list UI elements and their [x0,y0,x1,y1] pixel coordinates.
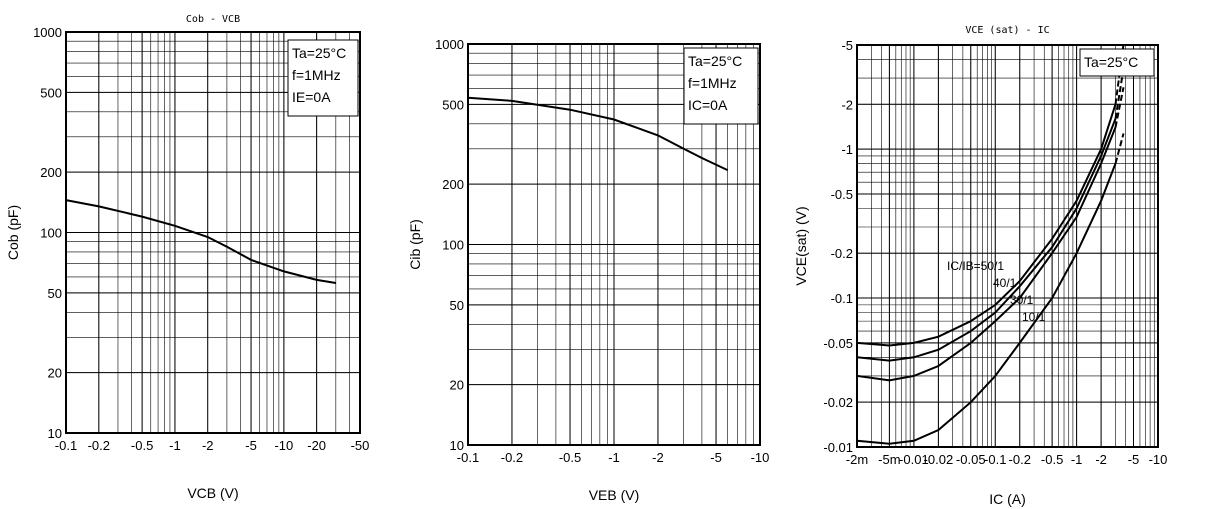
y-tick-label: 200 [40,165,62,180]
y-tick-label: 50 [450,298,464,313]
y-tick-label: 200 [442,177,464,192]
y-axis-label: Cib (pF) [407,219,423,270]
x-tick-label: -5 [710,450,722,465]
x-tick-label: -5 [1128,452,1140,467]
x-axis-label: IC (A) [989,491,1026,507]
x-tick-label: -1 [608,450,620,465]
x-tick-label: -10 [274,438,293,453]
series-annotation: 30/1 [1010,293,1034,307]
series-annotation: 40/1 [993,276,1017,290]
chart-2: -0.1 -0.2 -0.5 -1 -2 -5 -10 10 20 50 100 200 500 1000… [407,37,769,503]
x-tick-label: -0.5 [1041,452,1063,467]
y-tick-label: 500 [442,97,464,112]
x-tick-label: -2 [202,438,214,453]
x-tick-label: -0.1 [55,438,77,453]
x-tick-label: -5m [878,452,900,467]
y-tick-label: 10 [48,426,62,441]
conditions-box [683,47,759,125]
series-line [65,199,336,284]
x-tick-label: -0.1 [984,452,1006,467]
conditions-box [287,39,359,117]
x-tick-label: -50 [351,438,370,453]
y-tick-label: 20 [48,366,62,381]
y-tick-label: -0.5 [831,187,853,202]
x-tick-label: -0.1 [457,450,479,465]
y-tick-label: -0.2 [831,246,853,261]
series-annotation: 10/1 [1022,310,1046,324]
x-tick-label: -10 [1149,452,1168,467]
series-line [467,96,729,172]
y-tick-label: 20 [450,378,464,393]
y-tick-label: -2 [841,97,853,112]
series-line [856,103,1117,347]
y-tick-label: -5 [841,38,853,53]
x-tick-label: -0.2 [88,438,110,453]
conditions-box [1079,48,1155,77]
x-tick-label: -0.5 [559,450,581,465]
y-tick-label: -1 [841,142,853,157]
x-tick-label: -0.2 [501,450,523,465]
x-tick-label: -0.01 [899,452,929,467]
y-axis-label: Cob (pF) [5,205,21,260]
x-tick-label: -2 [652,450,664,465]
chart-1: -0.1 -0.2 -0.5 -1 -2 -5 -10 -20 -50 10 20 50 100 200 5… [5,14,369,501]
y-tick-label: 10 [450,438,464,453]
plot-frame [467,43,761,446]
x-tick-label: -0.5 [131,438,153,453]
series-annotation: IC/IB=50/1 [947,259,1004,273]
y-tick-label: -0.05 [823,336,853,351]
y-tick-label: 500 [40,85,62,100]
condition-text: f=1MHz [688,75,737,91]
x-tick-label: -0.02 [924,452,954,467]
x-axis-label: VCB (V) [187,485,238,501]
grid-lines [856,44,1159,448]
x-tick-label: -2m [846,452,868,467]
x-tick-label: -0.2 [1009,452,1031,467]
x-tick-label: -0.05 [956,452,986,467]
plot-frame [65,31,361,434]
y-tick-label: 50 [48,286,62,301]
condition-text: f=1MHz [292,67,341,83]
y-tick-label: -0.01 [823,440,853,455]
y-tick-label: 1000 [435,37,464,52]
series-line-extension [1114,133,1125,164]
condition-text: IE=0A [292,89,331,105]
chart-title: Cob - VCB [186,14,240,25]
chart-title: VCE (sat) - IC [965,25,1049,36]
y-tick-label: 1000 [33,25,62,40]
condition-text: Ta=25°C [1084,54,1138,70]
x-tick-label: -10 [751,450,770,465]
series-line [856,163,1117,445]
series-line [856,118,1117,362]
y-tick-label: -0.1 [831,291,853,306]
series-line [856,126,1117,382]
series-line-extension [1114,87,1125,128]
x-axis-label: VEB (V) [589,487,640,503]
y-tick-label: 100 [40,226,62,241]
y-axis-label: VCE(sat) (V) [793,206,809,285]
condition-text: IC=0A [688,97,728,113]
x-tick-label: -2 [1095,452,1107,467]
chart-3: -2m -5m-0.01-0.02 -0.05-0.1 -0.2 -0.5 -1 -2 -5-… [793,25,1167,507]
plot-frame [856,44,1159,448]
x-tick-label: -20 [307,438,326,453]
condition-text: Ta=25°C [292,45,346,61]
y-tick-label: -0.02 [823,395,853,410]
y-tick-label: 100 [442,238,464,253]
x-tick-label: -5 [245,438,257,453]
x-tick-label: -1 [1071,452,1083,467]
condition-text: Ta=25°C [688,53,742,69]
x-tick-label: -1 [169,438,181,453]
